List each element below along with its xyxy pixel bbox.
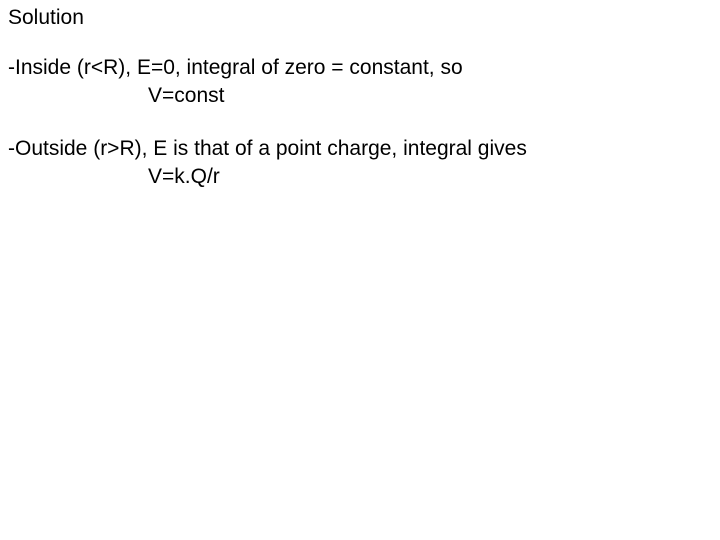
outside-block: -Outside (r>R), E is that of a point cha… [8,135,712,192]
inside-line-2: V=const [8,82,712,110]
outside-line-1: -Outside (r>R), E is that of a point cha… [8,135,712,163]
inside-block: -Inside (r<R), E=0, integral of zero = c… [8,54,712,111]
solution-title: Solution [8,6,712,30]
outside-line-2: V=k.Q/r [8,163,712,191]
inside-line-1: -Inside (r<R), E=0, integral of zero = c… [8,54,712,82]
